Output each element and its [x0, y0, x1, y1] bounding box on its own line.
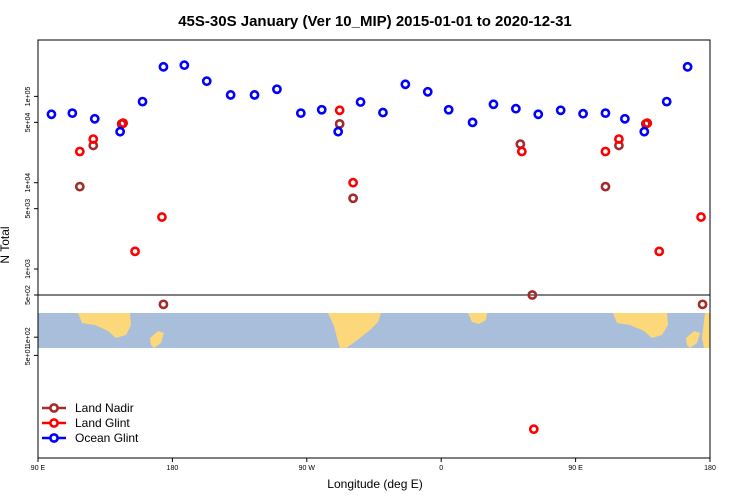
data-point — [295, 108, 306, 119]
x-axis-label: Longitude (deg E) — [327, 477, 422, 491]
data-point — [614, 134, 624, 144]
data-point — [74, 146, 85, 157]
data-point — [115, 126, 126, 137]
data-point — [46, 109, 57, 120]
data-point — [158, 299, 169, 310]
x-tick-label: 90 E — [568, 465, 583, 472]
data-point — [88, 134, 99, 144]
data-point — [225, 90, 236, 100]
data-point — [334, 105, 345, 116]
data-point — [118, 118, 129, 129]
x-tick-label: 180 — [704, 465, 716, 472]
data-point — [130, 246, 140, 257]
data-point — [400, 79, 411, 90]
data-point — [201, 76, 212, 87]
data-point — [378, 107, 388, 118]
data-point — [533, 109, 544, 120]
data-point — [600, 181, 611, 192]
x-axis: 90 E 180 90 W 0 90 E 180 — [31, 458, 716, 472]
data-point — [642, 118, 653, 129]
data-point — [179, 60, 190, 71]
data-point — [682, 61, 693, 72]
y-tick-label: 1e+05 — [25, 86, 32, 106]
data-point — [249, 90, 260, 100]
legend-marker — [49, 403, 59, 413]
data-point — [697, 299, 708, 310]
data-point — [527, 290, 538, 300]
data-point — [443, 104, 454, 115]
x-tick-label: 90 E — [31, 465, 46, 472]
data-point — [654, 246, 665, 257]
data-point — [158, 61, 169, 72]
data-point — [333, 126, 344, 137]
y-axis-label: N Total — [0, 226, 12, 263]
data-point — [67, 108, 78, 119]
series-ocean-glint — [46, 60, 693, 137]
data-points — [46, 60, 708, 435]
y-tick-label: 1e+02 — [25, 327, 32, 347]
data-point — [137, 96, 148, 107]
data-point — [488, 99, 499, 110]
data-point — [510, 103, 521, 114]
data-point — [661, 96, 672, 107]
x-tick-label: 180 — [167, 465, 179, 472]
data-point — [348, 193, 358, 204]
data-point — [600, 108, 611, 119]
data-point — [334, 118, 345, 129]
chart-title: 45S-30S January (Ver 10_MIP) 2015-01-01 … — [178, 13, 572, 30]
data-point — [516, 146, 527, 157]
legend-marker — [49, 433, 59, 443]
data-point — [555, 105, 566, 116]
data-point — [348, 177, 358, 188]
data-point — [515, 139, 526, 150]
x-tick-label: 90 W — [299, 465, 316, 472]
data-point — [74, 181, 85, 192]
y-tick-label: 1e+03 — [25, 259, 32, 279]
series-land-glint — [74, 105, 706, 435]
data-point — [600, 146, 611, 157]
data-point — [696, 212, 706, 222]
y-tick-label: 5e+01 — [25, 345, 32, 365]
data-point — [422, 86, 433, 97]
data-point — [272, 84, 282, 95]
legend-entry: Ocean Glint — [75, 431, 139, 445]
y-tick-label: 1e+04 — [25, 173, 32, 193]
data-point — [355, 97, 366, 107]
data-point — [578, 108, 588, 119]
map-land — [78, 313, 710, 348]
y-tick-label: 5e+04 — [25, 112, 32, 132]
data-point — [89, 113, 100, 124]
y-tick-label: 5e+02 — [25, 285, 32, 305]
data-point — [467, 117, 478, 128]
data-point — [619, 113, 630, 124]
series-land-nadir — [74, 118, 708, 310]
plot-frame — [37, 39, 711, 459]
legend-entry: Land Nadir — [75, 401, 134, 415]
x-tick-label: 0 — [439, 465, 443, 472]
data-point — [528, 424, 539, 435]
legend-marker — [49, 418, 59, 428]
data-point — [157, 212, 167, 222]
y-tick-label: 5e+03 — [25, 199, 32, 219]
data-point — [316, 104, 327, 115]
legend-entry: Land Glint — [75, 416, 130, 430]
data-point — [639, 126, 650, 137]
